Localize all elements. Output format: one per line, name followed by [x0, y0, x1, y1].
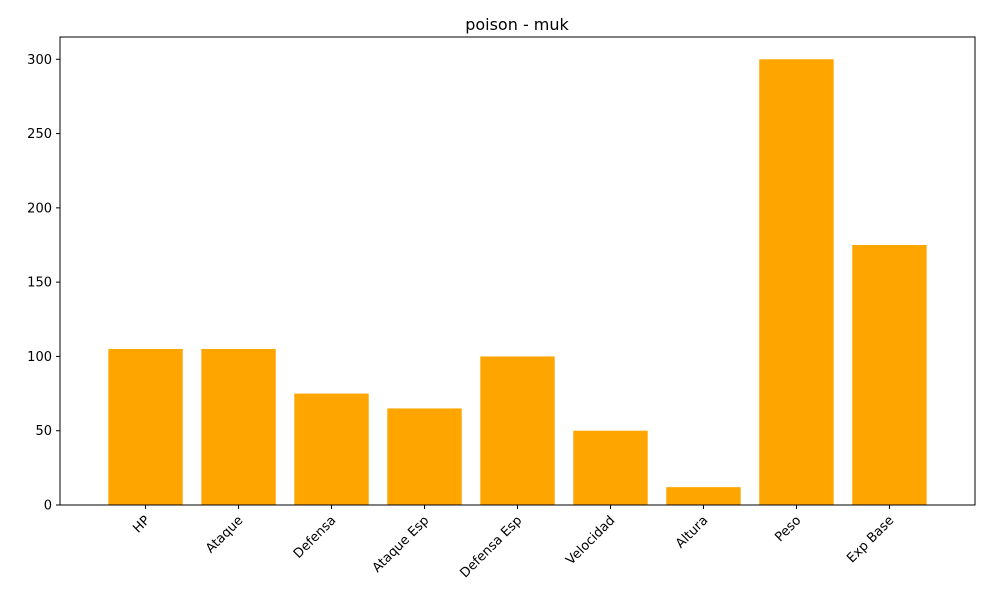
bars-group [108, 59, 927, 506]
bar-ataque-esp [387, 408, 462, 505]
chart-title: poison - muk [465, 15, 569, 34]
y-tick-label: 100 [27, 350, 52, 365]
x-axis: HP Ataque Defensa Ataque Esp Defensa Esp Velo… [130, 505, 897, 581]
x-tick-label: Ataque Esp [370, 513, 433, 576]
y-tick-label: 150 [27, 276, 52, 291]
x-tick-label: Exp Base [844, 513, 897, 566]
y-tick-label: 50 [35, 424, 52, 439]
plot-frame [59, 36, 976, 506]
y-tick-label: 0 [44, 499, 52, 514]
y-tick-label: 200 [27, 201, 52, 216]
x-tick-label: Peso [772, 513, 804, 545]
bar-defensa [294, 393, 369, 505]
bar-exp-base [852, 245, 927, 505]
y-tick-label: 300 [27, 53, 52, 68]
y-tick-label: 250 [27, 127, 52, 142]
y-axis: 0 50 100 150 200 250 300 [27, 53, 60, 514]
bar-ataque [201, 349, 276, 505]
x-tick-label: Altura [673, 513, 711, 551]
bar-peso [759, 59, 834, 506]
x-tick-label: HP [130, 513, 153, 536]
x-tick-label: Ataque [203, 513, 246, 556]
x-tick-label: Defensa Esp [457, 513, 525, 581]
x-tick-label: Velocidad [563, 513, 618, 568]
x-tick-label: Defensa [291, 513, 339, 561]
bar-hp [108, 349, 183, 505]
bar-altura [666, 487, 741, 505]
bar-velocidad [573, 430, 648, 505]
bar-defensa-esp [480, 356, 555, 505]
